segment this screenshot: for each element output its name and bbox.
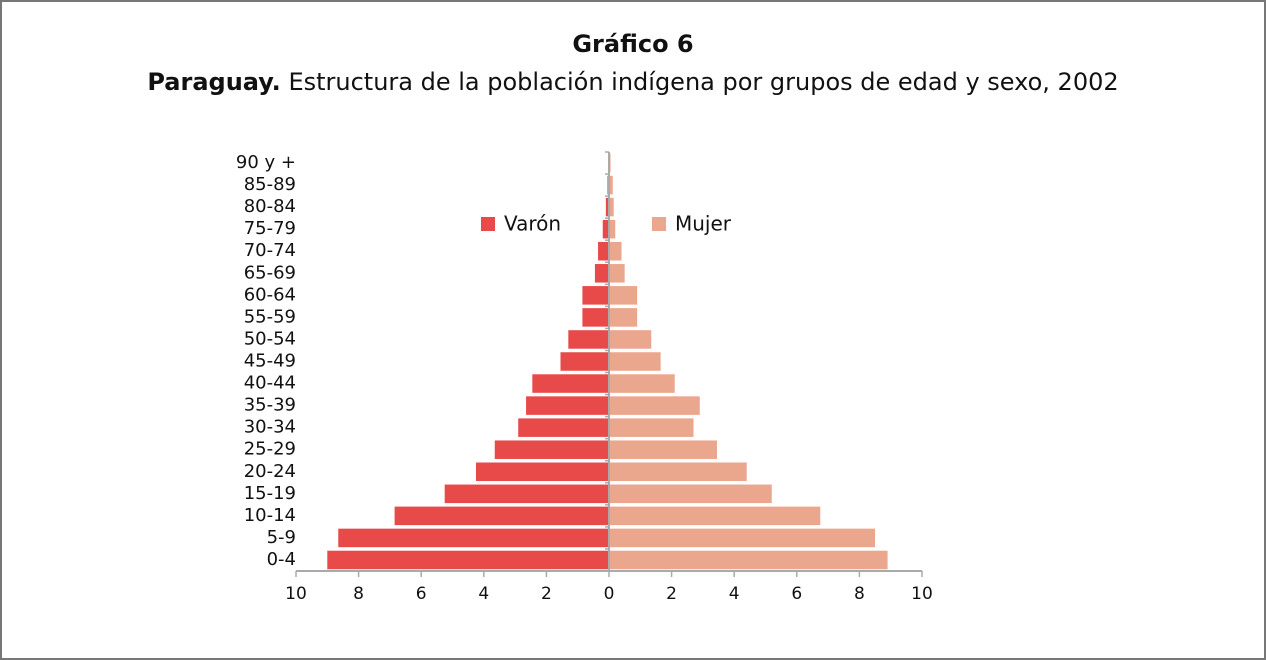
y-tick-label: 5-9: [267, 527, 296, 548]
legend-swatch: [481, 217, 495, 231]
x-tick-label: 8: [854, 584, 865, 604]
bar: [609, 352, 661, 371]
bar: [526, 396, 609, 415]
bar: [609, 440, 717, 459]
y-tick-label: 60-64: [244, 284, 296, 305]
subtitle-text: Estructura de la población indígena por …: [288, 68, 1118, 96]
y-tick-label: 40-44: [244, 373, 296, 394]
chart-subtitle: Paraguay. Estructura de la población ind…: [147, 68, 1118, 96]
bar: [475, 462, 609, 482]
bar: [609, 418, 694, 437]
x-tick-label: 4: [478, 584, 489, 604]
y-tick-label: 50-54: [244, 328, 296, 349]
y-tick-label: 35-39: [244, 395, 296, 416]
bar: [598, 241, 609, 261]
y-tick-label: 90 y +: [236, 152, 296, 173]
bar: [568, 330, 609, 349]
x-tick-label: 10: [285, 584, 307, 604]
bar: [609, 484, 772, 504]
legend-label: Mujer: [675, 212, 732, 236]
x-tick-label: 4: [729, 584, 740, 604]
y-tick-label: 30-34: [244, 417, 296, 438]
y-tick-label: 80-84: [244, 196, 296, 217]
y-tick-label: 65-69: [244, 262, 296, 283]
x-tick-label: 2: [666, 584, 677, 604]
bar: [394, 506, 609, 526]
bar: [605, 197, 609, 217]
bar: [494, 440, 609, 459]
bar: [582, 286, 609, 305]
bar: [609, 286, 638, 305]
y-tick-label: 85-89: [244, 174, 296, 195]
bar: [609, 374, 675, 393]
x-tick-label: 0: [604, 584, 615, 604]
y-tick-label: 75-79: [244, 218, 296, 239]
y-tick-label: 70-74: [244, 240, 296, 261]
x-tick-label: 10: [911, 584, 933, 604]
legend-swatch: [652, 217, 666, 231]
bar: [609, 175, 613, 195]
y-tick-label: 55-59: [244, 306, 296, 327]
subtitle-lead: Paraguay.: [147, 68, 280, 96]
bar: [560, 352, 609, 371]
y-tick-label: 45-49: [244, 351, 296, 372]
y-tick-label: 10-14: [244, 505, 296, 526]
y-tick-label: 15-19: [244, 483, 296, 504]
legend-label: Varón: [504, 212, 561, 236]
bar: [609, 219, 616, 239]
y-tick-label: 0-4: [267, 549, 296, 570]
bar: [594, 264, 609, 283]
bar: [444, 484, 609, 504]
bar: [338, 528, 609, 548]
bar: [609, 330, 652, 349]
bar: [609, 308, 638, 327]
bar: [602, 219, 609, 239]
x-tick-label: 2: [541, 584, 552, 604]
bar: [609, 396, 700, 415]
bar: [582, 308, 609, 327]
y-tick-label: 25-29: [244, 439, 296, 460]
bar: [609, 506, 821, 526]
bar: [609, 197, 614, 217]
bar: [609, 264, 625, 283]
bar: [609, 550, 888, 570]
x-tick-label: 8: [353, 584, 364, 604]
chart-title: Gráfico 6: [572, 30, 693, 58]
x-tick-label: 6: [791, 584, 802, 604]
x-tick-label: 6: [416, 584, 427, 604]
bar: [609, 241, 622, 261]
bar: [518, 418, 609, 437]
bar: [609, 462, 747, 482]
y-tick-label: 20-24: [244, 461, 296, 482]
bar: [532, 374, 609, 393]
bar: [327, 550, 609, 570]
bar: [609, 528, 876, 548]
